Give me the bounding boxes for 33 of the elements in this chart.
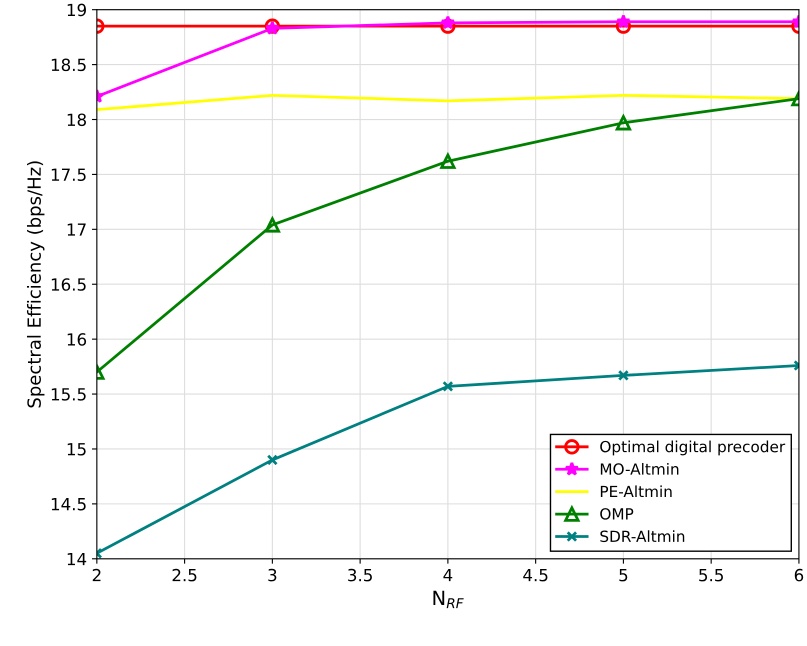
x-tick-label: 4 bbox=[443, 569, 452, 582]
y-tick-label: 18 bbox=[68, 113, 86, 126]
y-tick-label: 19 bbox=[68, 4, 86, 16]
y-tick-label: 18.5 bbox=[52, 58, 86, 72]
legend-label: PE-Altmin bbox=[600, 485, 672, 498]
x-tick-label: 2 bbox=[92, 568, 100, 582]
y-tick-label: 14.5 bbox=[52, 498, 86, 510]
point bbox=[440, 18, 456, 34]
x-tick-label: 4.5 bbox=[523, 569, 548, 582]
x-tick-label: 6 bbox=[794, 568, 804, 582]
y-tick-label: 16.5 bbox=[52, 278, 86, 291]
y-tick-label: 14 bbox=[68, 552, 86, 566]
x-tick-label: 3.5 bbox=[348, 568, 372, 582]
x-tick-label: 5 bbox=[619, 569, 628, 582]
y-tick-label: 17 bbox=[68, 224, 86, 236]
legend-label: SDR-Altmin bbox=[600, 530, 684, 542]
x-tick-label: 3 bbox=[268, 568, 276, 582]
y-axis-title: Spectral Efficiency (bps/Hz) bbox=[26, 161, 44, 408]
point bbox=[264, 217, 280, 233]
point bbox=[442, 380, 454, 392]
legend-label: MO-Altmin bbox=[600, 462, 678, 475]
y-tick-label: 15 bbox=[68, 443, 86, 456]
x-tick-label: 5.5 bbox=[699, 569, 723, 582]
point bbox=[266, 454, 278, 466]
y-tick-label: 16 bbox=[68, 333, 86, 346]
legend-label: OMP bbox=[600, 508, 634, 520]
x-tick-label: 2.5 bbox=[172, 568, 196, 582]
y-tick-label: 15.5 bbox=[52, 388, 86, 401]
x-axis-title: N$_{RF}$ bbox=[433, 590, 464, 608]
y-tick-label: 17.5 bbox=[52, 168, 86, 181]
point bbox=[440, 15, 456, 30]
point bbox=[440, 154, 456, 169]
legend-label: Optimal digital precoder bbox=[600, 440, 786, 456]
